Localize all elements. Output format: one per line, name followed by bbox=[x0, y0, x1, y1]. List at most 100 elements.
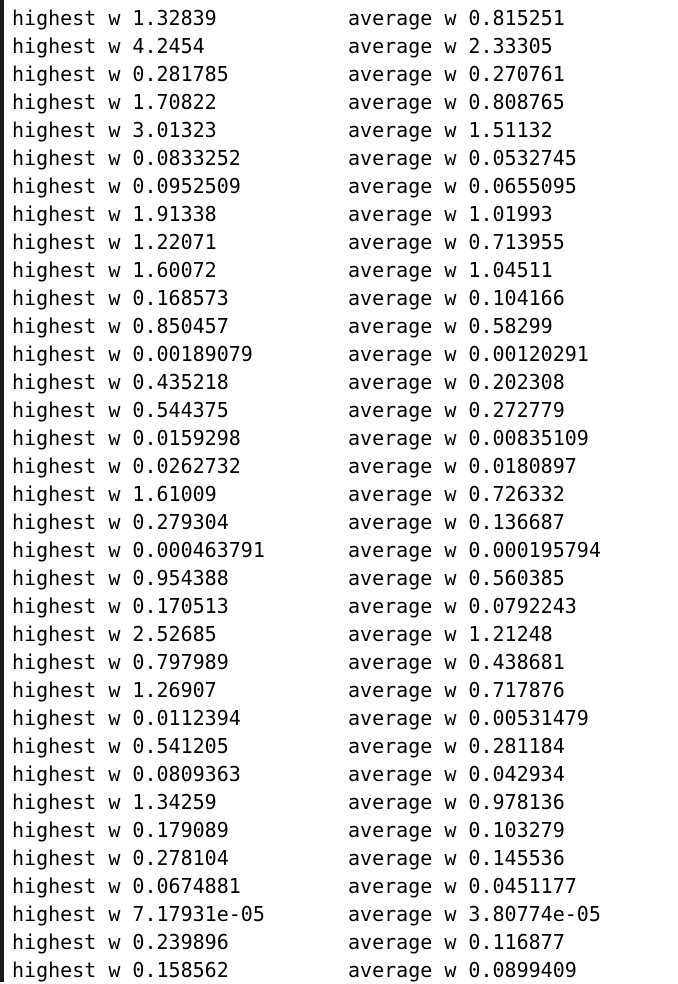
output-line: highest w 0.278104 average w 0.145536 bbox=[12, 844, 672, 872]
highest-w-value: highest w 0.0809363 bbox=[12, 762, 241, 786]
output-line: highest w 0.00189079 average w 0.00120291 bbox=[12, 340, 672, 368]
highest-w-value: highest w 0.000463791 bbox=[12, 538, 265, 562]
highest-w-value: highest w 1.60072 bbox=[12, 258, 217, 282]
average-w-value: average w 0.272779 bbox=[348, 398, 565, 422]
average-w-value: average w 1.51132 bbox=[348, 118, 553, 142]
output-line: highest w 0.000463791 average w 0.0001957… bbox=[12, 536, 672, 564]
highest-w-value: highest w 0.0159298 bbox=[12, 426, 241, 450]
average-w-value: average w 0.116877 bbox=[348, 930, 565, 954]
average-w-value: average w 1.21248 bbox=[348, 622, 553, 646]
output-line: highest w 3.01323 average w 1.51132 bbox=[12, 116, 672, 144]
output-line: highest w 0.279304 average w 0.136687 bbox=[12, 508, 672, 536]
output-line: highest w 7.17931e-05 average w 3.80774e-… bbox=[12, 900, 672, 928]
average-w-value: average w 0.438681 bbox=[348, 650, 565, 674]
output-line: highest w 0.239896 average w 0.116877 bbox=[12, 928, 672, 956]
output-line: highest w 0.0112394 average w 0.00531479 bbox=[12, 704, 672, 732]
highest-w-value: highest w 0.168573 bbox=[12, 286, 229, 310]
output-line: highest w 4.2454 average w 2.33305 bbox=[12, 32, 672, 60]
highest-w-value: highest w 0.797989 bbox=[12, 650, 229, 674]
output-line: highest w 0.435218 average w 0.202308 bbox=[12, 368, 672, 396]
output-line: highest w 0.0809363 average w 0.042934 bbox=[12, 760, 672, 788]
average-w-value: average w 0.270761 bbox=[348, 62, 565, 86]
highest-w-value: highest w 0.954388 bbox=[12, 566, 229, 590]
average-w-value: average w 0.0451177 bbox=[348, 874, 577, 898]
highest-w-value: highest w 0.435218 bbox=[12, 370, 229, 394]
average-w-value: average w 0.0655095 bbox=[348, 174, 577, 198]
highest-w-value: highest w 1.91338 bbox=[12, 202, 217, 226]
output-line: highest w 0.0159298 average w 0.00835109 bbox=[12, 424, 672, 452]
highest-w-value: highest w 0.0674881 bbox=[12, 874, 241, 898]
output-line: highest w 0.0952509 average w 0.0655095 bbox=[12, 172, 672, 200]
average-w-value: average w 0.000195794 bbox=[348, 538, 601, 562]
average-w-value: average w 0.00120291 bbox=[348, 342, 589, 366]
average-w-value: average w 2.33305 bbox=[348, 34, 553, 58]
average-w-value: average w 0.978136 bbox=[348, 790, 565, 814]
average-w-value: average w 0.726332 bbox=[348, 482, 565, 506]
average-w-value: average w 0.145536 bbox=[348, 846, 565, 870]
average-w-value: average w 0.58299 bbox=[348, 314, 553, 338]
output-line: highest w 0.170513 average w 0.0792243 bbox=[12, 592, 672, 620]
average-w-value: average w 0.0180897 bbox=[348, 454, 577, 478]
average-w-value: average w 1.01993 bbox=[348, 202, 553, 226]
output-line: highest w 0.0674881 average w 0.0451177 bbox=[12, 872, 672, 900]
highest-w-value: highest w 1.32839 bbox=[12, 6, 217, 30]
output-line: highest w 0.179089 average w 0.103279 bbox=[12, 816, 672, 844]
average-w-value: average w 0.00531479 bbox=[348, 706, 589, 730]
output-line: highest w 0.850457 average w 0.58299 bbox=[12, 312, 672, 340]
highest-w-value: highest w 4.2454 bbox=[12, 34, 205, 58]
average-w-value: average w 0.202308 bbox=[348, 370, 565, 394]
highest-w-value: highest w 0.281785 bbox=[12, 62, 229, 86]
output-line: highest w 0.168573 average w 0.104166 bbox=[12, 284, 672, 312]
average-w-value: average w 0.281184 bbox=[348, 734, 565, 758]
output-line: highest w 1.61009 average w 0.726332 bbox=[12, 480, 672, 508]
average-w-value: average w 0.00835109 bbox=[348, 426, 589, 450]
output-lines: highest w 1.32839 average w 0.815251 highe… bbox=[12, 4, 672, 984]
output-line: highest w 1.32839 average w 0.815251 bbox=[12, 4, 672, 32]
average-w-value: average w 0.136687 bbox=[348, 510, 565, 534]
output-line: highest w 0.0262732 average w 0.0180897 bbox=[12, 452, 672, 480]
highest-w-value: highest w 0.850457 bbox=[12, 314, 229, 338]
highest-w-value: highest w 0.0952509 bbox=[12, 174, 241, 198]
average-w-value: average w 0.0899409 bbox=[348, 958, 577, 982]
highest-w-value: highest w 0.158562 bbox=[12, 958, 229, 982]
highest-w-value: highest w 0.544375 bbox=[12, 398, 229, 422]
highest-w-value: highest w 0.541205 bbox=[12, 734, 229, 758]
highest-w-value: highest w 7.17931e-05 bbox=[12, 902, 265, 926]
output-line: highest w 1.34259 average w 0.978136 bbox=[12, 788, 672, 816]
output-line: highest w 0.797989 average w 0.438681 bbox=[12, 648, 672, 676]
output-line: highest w 0.158562 average w 0.0899409 bbox=[12, 956, 672, 984]
highest-w-value: highest w 1.34259 bbox=[12, 790, 217, 814]
highest-w-value: highest w 1.22071 bbox=[12, 230, 217, 254]
average-w-value: average w 0.042934 bbox=[348, 762, 565, 786]
average-w-value: average w 0.104166 bbox=[348, 286, 565, 310]
highest-w-value: highest w 0.0262732 bbox=[12, 454, 241, 478]
highest-w-value: highest w 1.61009 bbox=[12, 482, 217, 506]
average-w-value: average w 0.815251 bbox=[348, 6, 565, 30]
average-w-value: average w 0.560385 bbox=[348, 566, 565, 590]
highest-w-value: highest w 0.0112394 bbox=[12, 706, 241, 730]
highest-w-value: highest w 0.170513 bbox=[12, 594, 229, 618]
output-line: highest w 1.70822 average w 0.808765 bbox=[12, 88, 672, 116]
window-left-edge bbox=[0, 0, 4, 982]
highest-w-value: highest w 2.52685 bbox=[12, 622, 217, 646]
highest-w-value: highest w 0.00189079 bbox=[12, 342, 253, 366]
output-line: highest w 0.541205 average w 0.281184 bbox=[12, 732, 672, 760]
output-line: highest w 1.26907 average w 0.717876 bbox=[12, 676, 672, 704]
highest-w-value: highest w 0.0833252 bbox=[12, 146, 241, 170]
highest-w-value: highest w 0.278104 bbox=[12, 846, 229, 870]
highest-w-value: highest w 1.26907 bbox=[12, 678, 217, 702]
output-line: highest w 1.22071 average w 0.713955 bbox=[12, 228, 672, 256]
average-w-value: average w 0.0532745 bbox=[348, 146, 577, 170]
output-line: highest w 1.91338 average w 1.01993 bbox=[12, 200, 672, 228]
average-w-value: average w 0.0792243 bbox=[348, 594, 577, 618]
highest-w-value: highest w 3.01323 bbox=[12, 118, 217, 142]
output-line: highest w 2.52685 average w 1.21248 bbox=[12, 620, 672, 648]
highest-w-value: highest w 0.239896 bbox=[12, 930, 229, 954]
highest-w-value: highest w 0.279304 bbox=[12, 510, 229, 534]
highest-w-value: highest w 0.179089 bbox=[12, 818, 229, 842]
average-w-value: average w 0.717876 bbox=[348, 678, 565, 702]
output-line: highest w 0.954388 average w 0.560385 bbox=[12, 564, 672, 592]
output-line: highest w 0.0833252 average w 0.0532745 bbox=[12, 144, 672, 172]
output-line: highest w 1.60072 average w 1.04511 bbox=[12, 256, 672, 284]
